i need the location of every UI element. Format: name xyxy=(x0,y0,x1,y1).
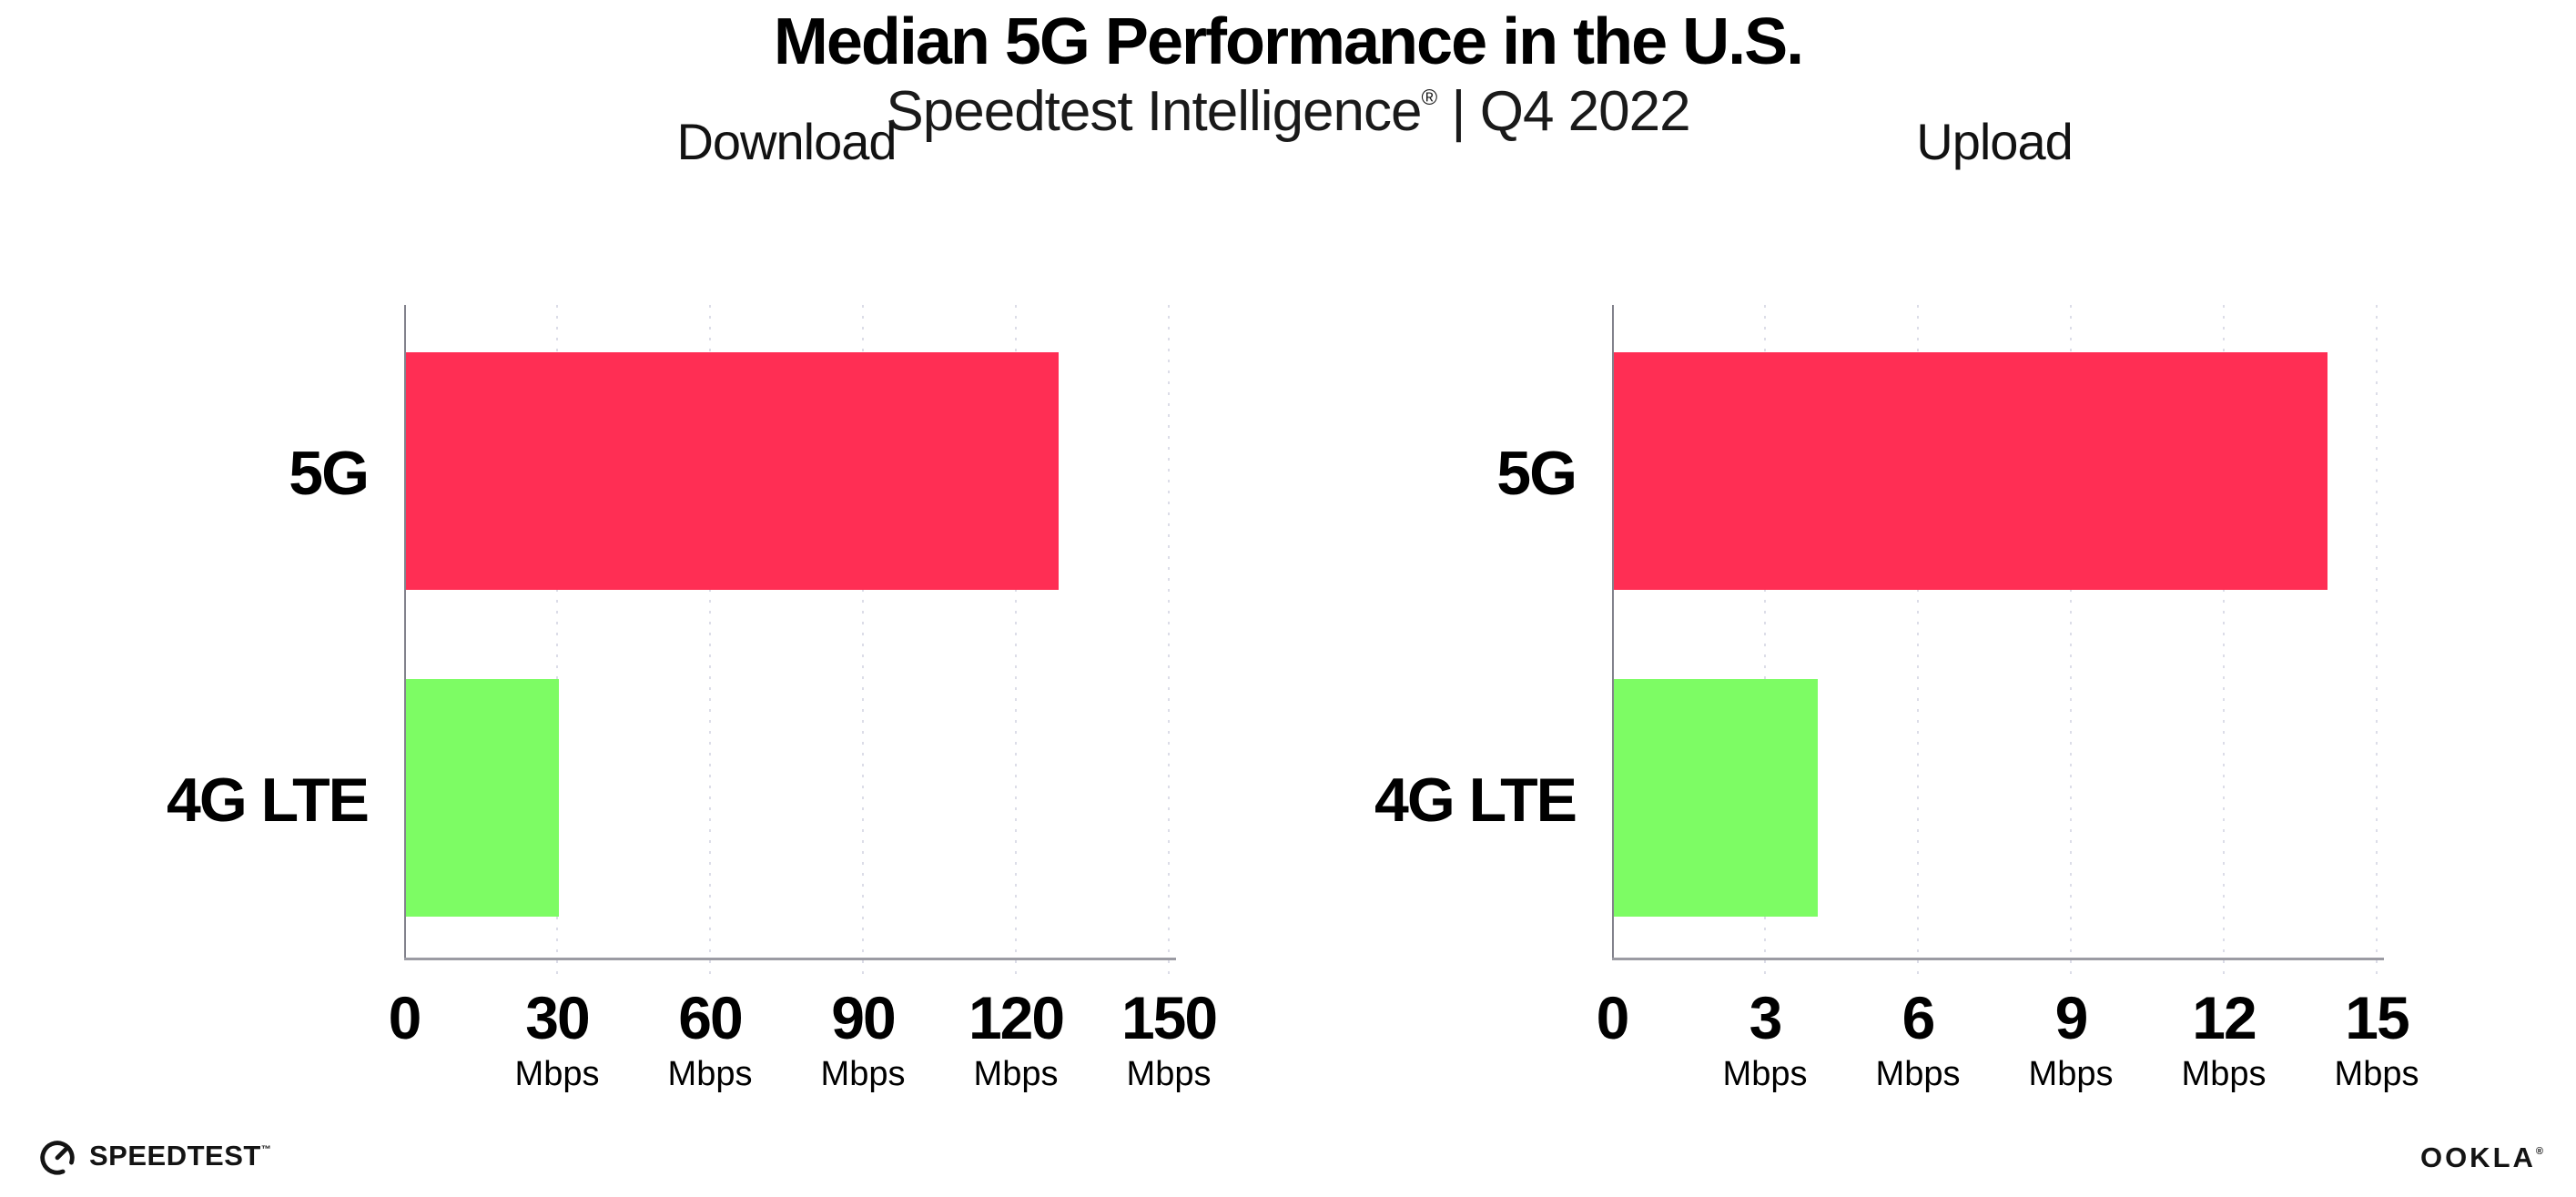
category-label-5g: 5G xyxy=(289,438,370,508)
y-axis-line xyxy=(1612,305,1614,959)
tick-unit-90: Mbps xyxy=(820,1055,906,1093)
x-axis-line xyxy=(1612,958,2384,960)
gridline-12 xyxy=(2223,305,2225,982)
gridline-60 xyxy=(709,305,711,982)
page-subtitle: Speedtest Intelligence® | Q4 2022 xyxy=(0,84,2576,140)
tick-label-12: 12 xyxy=(2192,984,2257,1051)
subtitle-period: | Q4 2022 xyxy=(1436,80,1690,143)
bar-4g-lte xyxy=(406,679,559,917)
speedtest-trademark: ™ xyxy=(260,1144,272,1155)
y-axis-line xyxy=(404,305,406,959)
gridline-3 xyxy=(1764,305,1766,982)
gridline-120 xyxy=(1015,305,1017,982)
page-title: Median 5G Performance in the U.S. xyxy=(773,5,1804,78)
speedtest-gauge-icon xyxy=(40,1141,75,1175)
gridline-9 xyxy=(2070,305,2072,982)
tick-label-30: 30 xyxy=(525,984,590,1051)
upload-chart-title: Upload xyxy=(1916,113,2073,170)
tick-label-9: 9 xyxy=(2054,984,2089,1051)
tick-unit-120: Mbps xyxy=(973,1055,1059,1093)
subtitle-brand: Speedtest Intelligence xyxy=(886,80,1422,143)
tick-label-15: 15 xyxy=(2345,984,2409,1051)
tick-unit-9: Mbps xyxy=(2028,1055,2114,1093)
tick-unit-6: Mbps xyxy=(1875,1055,1961,1093)
tick-label-120: 120 xyxy=(968,984,1065,1051)
bar-4g-lte xyxy=(1614,679,1818,917)
gridline-6 xyxy=(1917,305,1919,982)
tick-unit-30: Mbps xyxy=(514,1055,600,1093)
tick-unit-12: Mbps xyxy=(2181,1055,2267,1093)
tick-label-3: 3 xyxy=(1749,984,1783,1051)
tick-label-0: 0 xyxy=(1596,984,1630,1051)
tick-label-6: 6 xyxy=(1902,984,1936,1051)
speedtest-wordmark: SPEEDTEST™ xyxy=(89,1140,271,1172)
tick-unit-3: Mbps xyxy=(1722,1055,1808,1093)
tick-label-0: 0 xyxy=(388,984,422,1051)
speedtest-logo: SPEEDTEST™ xyxy=(36,1134,271,1178)
registered-mark: ® xyxy=(1421,86,1438,110)
category-label-5g: 5G xyxy=(1496,438,1577,508)
category-label-4g-lte: 4G LTE xyxy=(1374,765,1577,835)
tick-label-90: 90 xyxy=(831,984,896,1051)
tick-unit-150: Mbps xyxy=(1126,1055,1212,1093)
category-label-4g-lte: 4G LTE xyxy=(167,765,370,835)
gridline-150 xyxy=(1168,305,1170,982)
download-chart-title: Download xyxy=(676,113,897,170)
tick-label-60: 60 xyxy=(678,984,743,1051)
x-axis-line xyxy=(404,958,1176,960)
bar-5g xyxy=(406,352,1059,590)
upload-chart-plot: 5G 4G LTE 0 3 Mbps 6 Mbps 9 Mbps 12 Mbps 15 Mbps xyxy=(1374,305,2419,1091)
ookla-label: OOKLA xyxy=(2419,1141,2536,1173)
ookla-registered-mark: ® xyxy=(2535,1146,2543,1157)
ookla-logo: OOKLA® xyxy=(2420,1141,2543,1174)
gridline-30 xyxy=(556,305,558,982)
tick-label-150: 150 xyxy=(1121,984,1218,1051)
gridline-15 xyxy=(2376,305,2378,982)
tick-unit-15: Mbps xyxy=(2334,1055,2419,1093)
tick-unit-60: Mbps xyxy=(667,1055,753,1093)
download-chart-plot: 5G 4G LTE 0 30 Mbps 60 Mbps 90 Mbps 120 Mbps 150 Mbp… xyxy=(167,305,1218,1091)
gridline-90 xyxy=(862,305,864,982)
speedtest-label: SPEEDTEST xyxy=(89,1140,261,1172)
bar-5g xyxy=(1614,352,2328,590)
